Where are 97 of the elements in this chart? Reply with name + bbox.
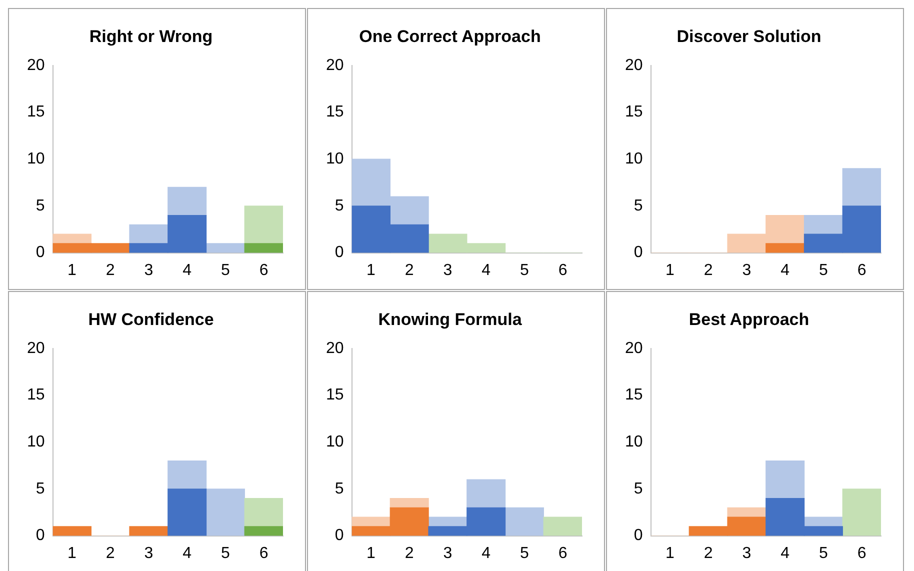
y-tick-label: 5 <box>634 197 643 214</box>
chart-title: One Correct Approach <box>359 26 541 46</box>
x-tick-label: 6 <box>259 262 268 279</box>
y-tick-label: 10 <box>27 434 45 451</box>
y-tick-label: 20 <box>625 56 643 74</box>
x-tick-label: 6 <box>558 262 568 279</box>
bar <box>804 516 843 527</box>
bar <box>244 243 283 253</box>
x-tick-label: 1 <box>68 544 77 562</box>
x-tick-label: 1 <box>68 262 77 279</box>
bar <box>129 526 168 536</box>
bar <box>52 234 92 244</box>
y-tick-label: 20 <box>326 340 344 357</box>
y-tick-label: 10 <box>27 150 45 168</box>
x-tick-label: 4 <box>780 544 790 562</box>
x-tick-label: 4 <box>780 262 790 279</box>
y-tick-label: 5 <box>634 480 643 498</box>
x-tick-label: 6 <box>857 262 866 279</box>
bar <box>428 516 468 527</box>
x-tick-label: 5 <box>520 544 529 562</box>
x-tick-label: 1 <box>666 544 675 562</box>
x-tick-label: 5 <box>220 262 230 279</box>
y-tick-label: 5 <box>334 480 344 498</box>
y-tick-label: 15 <box>326 386 344 404</box>
x-tick-label: 3 <box>144 544 154 562</box>
x-tick-label: 3 <box>443 544 452 562</box>
x-tick-label: 6 <box>558 544 568 562</box>
x-tick-label: 2 <box>404 262 414 279</box>
x-tick-label: 5 <box>818 262 828 279</box>
bar <box>766 243 805 253</box>
y-tick-label: 5 <box>36 480 45 498</box>
y-tick-label: 15 <box>27 104 45 121</box>
bar <box>766 460 805 499</box>
x-tick-label: 4 <box>482 544 491 562</box>
x-tick-label: 3 <box>742 544 752 562</box>
x-tick-label: 4 <box>182 262 192 279</box>
x-tick-label: 6 <box>259 544 268 562</box>
y-tick-label: 15 <box>625 104 643 121</box>
bar <box>543 516 582 536</box>
x-tick-label: 2 <box>404 544 414 562</box>
bar <box>804 214 843 234</box>
x-tick-label: 1 <box>366 544 376 562</box>
x-tick-label: 3 <box>443 262 452 279</box>
y-tick-label: 10 <box>326 150 344 168</box>
bar <box>504 507 544 536</box>
x-tick-label: 5 <box>520 262 529 279</box>
x-tick-label: 3 <box>144 262 154 279</box>
x-tick-label: 2 <box>106 262 115 279</box>
y-tick-label: 0 <box>334 244 344 262</box>
bar <box>206 488 245 536</box>
chart-title: Discover Solution <box>676 26 822 46</box>
bar <box>244 206 283 244</box>
y-tick-label: 0 <box>634 244 643 262</box>
y-tick-label: 15 <box>27 386 45 404</box>
x-tick-label: 2 <box>106 544 115 562</box>
bar <box>244 526 283 536</box>
bar <box>352 516 390 527</box>
y-tick-label: 20 <box>27 56 45 74</box>
bar <box>390 498 429 508</box>
bar <box>168 488 207 536</box>
y-tick-label: 0 <box>36 527 45 544</box>
bar <box>129 224 168 244</box>
y-tick-label: 15 <box>625 386 643 404</box>
bar <box>168 460 207 490</box>
x-tick-label: 4 <box>182 544 192 562</box>
chart-title: Knowing Formula <box>378 310 522 329</box>
y-tick-label: 20 <box>625 340 643 357</box>
y-tick-label: 0 <box>36 244 45 262</box>
y-tick-label: 10 <box>625 434 643 451</box>
x-tick-label: 5 <box>220 544 230 562</box>
y-tick-label: 20 <box>326 56 344 74</box>
chart-title: Best Approach <box>688 310 810 329</box>
y-tick-label: 20 <box>27 340 45 357</box>
bar <box>842 168 881 206</box>
y-tick-label: 0 <box>634 527 643 544</box>
bar <box>842 488 881 536</box>
bar <box>52 526 92 536</box>
x-tick-label: 3 <box>742 262 752 279</box>
bar <box>206 243 245 253</box>
y-tick-label: 15 <box>326 104 344 121</box>
x-tick-label: 2 <box>704 544 713 562</box>
y-tick-label: 10 <box>326 434 344 451</box>
bar <box>244 498 283 527</box>
x-tick-label: 5 <box>818 544 828 562</box>
bar <box>168 186 207 216</box>
x-tick-label: 2 <box>704 262 713 279</box>
y-tick-label: 10 <box>625 150 643 168</box>
y-tick-label: 5 <box>36 197 45 214</box>
chart-title: HW Confidence <box>88 310 214 329</box>
x-tick-label: 6 <box>857 544 866 562</box>
x-tick-label: 1 <box>666 262 675 279</box>
chart-title: Right or Wrong <box>89 26 213 46</box>
y-tick-label: 5 <box>334 197 344 214</box>
y-tick-label: 0 <box>334 527 344 544</box>
x-tick-label: 1 <box>366 262 376 279</box>
x-tick-label: 4 <box>482 262 491 279</box>
bar <box>466 479 506 508</box>
